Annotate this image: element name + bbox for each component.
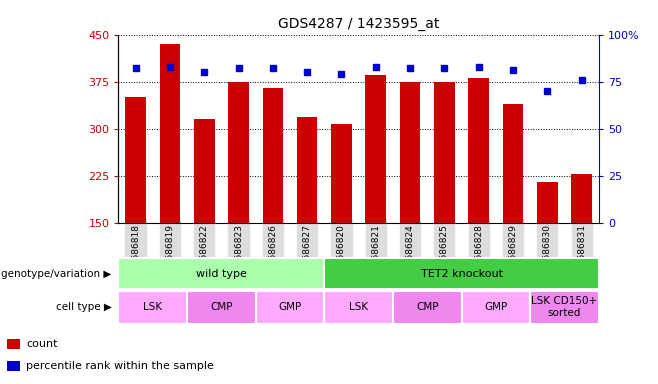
Bar [194,119,215,223]
Bar [468,78,489,223]
Text: TET2 knockout: TET2 knockout [420,268,503,279]
Text: genotype/variation ▶: genotype/variation ▶ [1,268,112,279]
Bar [461,291,530,324]
Bar [256,291,324,324]
Text: GMP: GMP [278,302,301,312]
Bar [118,258,324,289]
Bar [324,258,599,289]
Text: wild type: wild type [196,268,247,279]
Bar [263,88,283,223]
Bar [228,82,249,223]
Bar [400,82,420,223]
Bar [331,124,352,223]
Text: LSK CD150+
sorted: LSK CD150+ sorted [532,296,597,318]
Bar [297,118,317,223]
Bar [503,104,523,223]
Text: cell type ▶: cell type ▶ [56,302,112,312]
Bar [393,291,461,324]
Bar [324,291,393,324]
Text: percentile rank within the sample: percentile rank within the sample [26,361,215,371]
Text: LSK: LSK [349,302,368,312]
Text: GMP: GMP [484,302,507,312]
Bar [118,291,187,324]
Title: GDS4287 / 1423595_at: GDS4287 / 1423595_at [278,17,440,31]
Text: CMP: CMP [210,302,233,312]
Bar [537,182,557,223]
Bar [434,82,455,223]
Bar [365,75,386,223]
Bar [160,44,180,223]
Bar [7,339,20,349]
Bar [571,174,592,223]
Bar [7,361,20,371]
Bar [125,97,146,223]
Bar [187,291,256,324]
Text: CMP: CMP [416,302,438,312]
Text: count: count [26,339,58,349]
Text: LSK: LSK [143,302,163,312]
Bar [530,291,599,324]
